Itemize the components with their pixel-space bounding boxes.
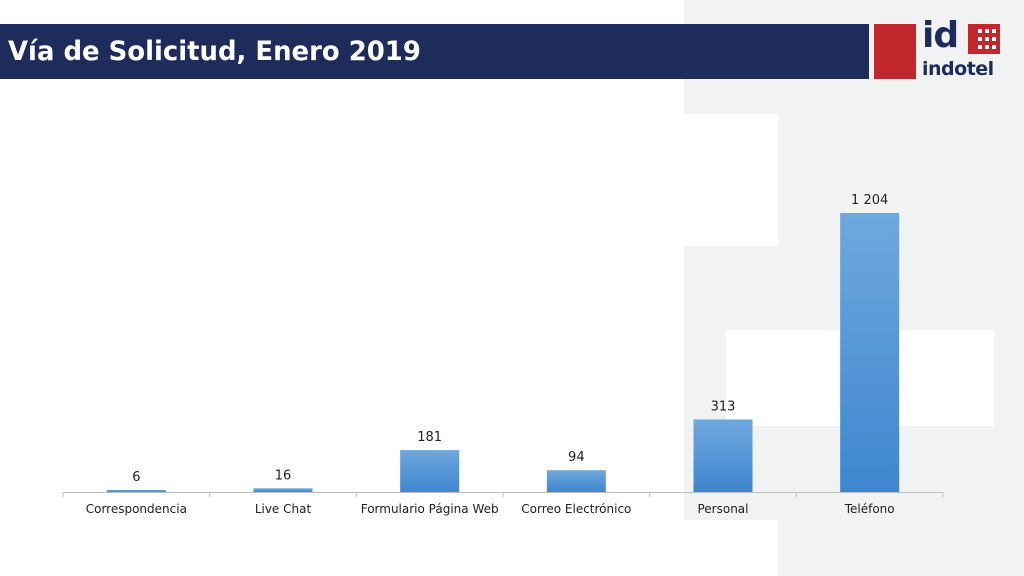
data-label-3: 94 xyxy=(568,450,585,465)
category-label-0: Correspondencia xyxy=(86,502,187,516)
background-card xyxy=(690,116,778,246)
bar-3 xyxy=(546,470,606,492)
bar-5 xyxy=(840,213,900,492)
bar-2 xyxy=(400,450,460,492)
page-title: Vía de Solicitud, Enero 2019 xyxy=(8,36,421,67)
category-label-3: Correo Electrónico xyxy=(521,502,631,516)
title-bar: Vía de Solicitud, Enero 2019 xyxy=(0,24,869,79)
background-panel xyxy=(684,330,726,426)
category-label-1: Live Chat xyxy=(255,502,312,516)
logo-wordmark: indotel xyxy=(922,58,994,80)
data-label-2: 181 xyxy=(417,430,442,445)
logo-mark: id xyxy=(922,15,959,56)
background-panel xyxy=(994,330,1024,576)
data-label-4: 313 xyxy=(711,399,736,414)
bar-4 xyxy=(693,419,753,492)
data-label-5: 1 204 xyxy=(851,193,888,208)
category-label-4: Personal xyxy=(697,502,748,516)
category-label-2: Formulario Página Web xyxy=(361,502,499,516)
bar-1 xyxy=(253,488,313,492)
bar-0 xyxy=(106,490,166,492)
category-label-5: Teléfono xyxy=(844,502,895,516)
logo-red-block xyxy=(874,24,916,79)
data-label-1: 16 xyxy=(275,468,292,483)
logo-grid-icon xyxy=(968,24,1000,54)
background-card xyxy=(690,520,778,576)
data-label-0: 6 xyxy=(132,470,140,485)
